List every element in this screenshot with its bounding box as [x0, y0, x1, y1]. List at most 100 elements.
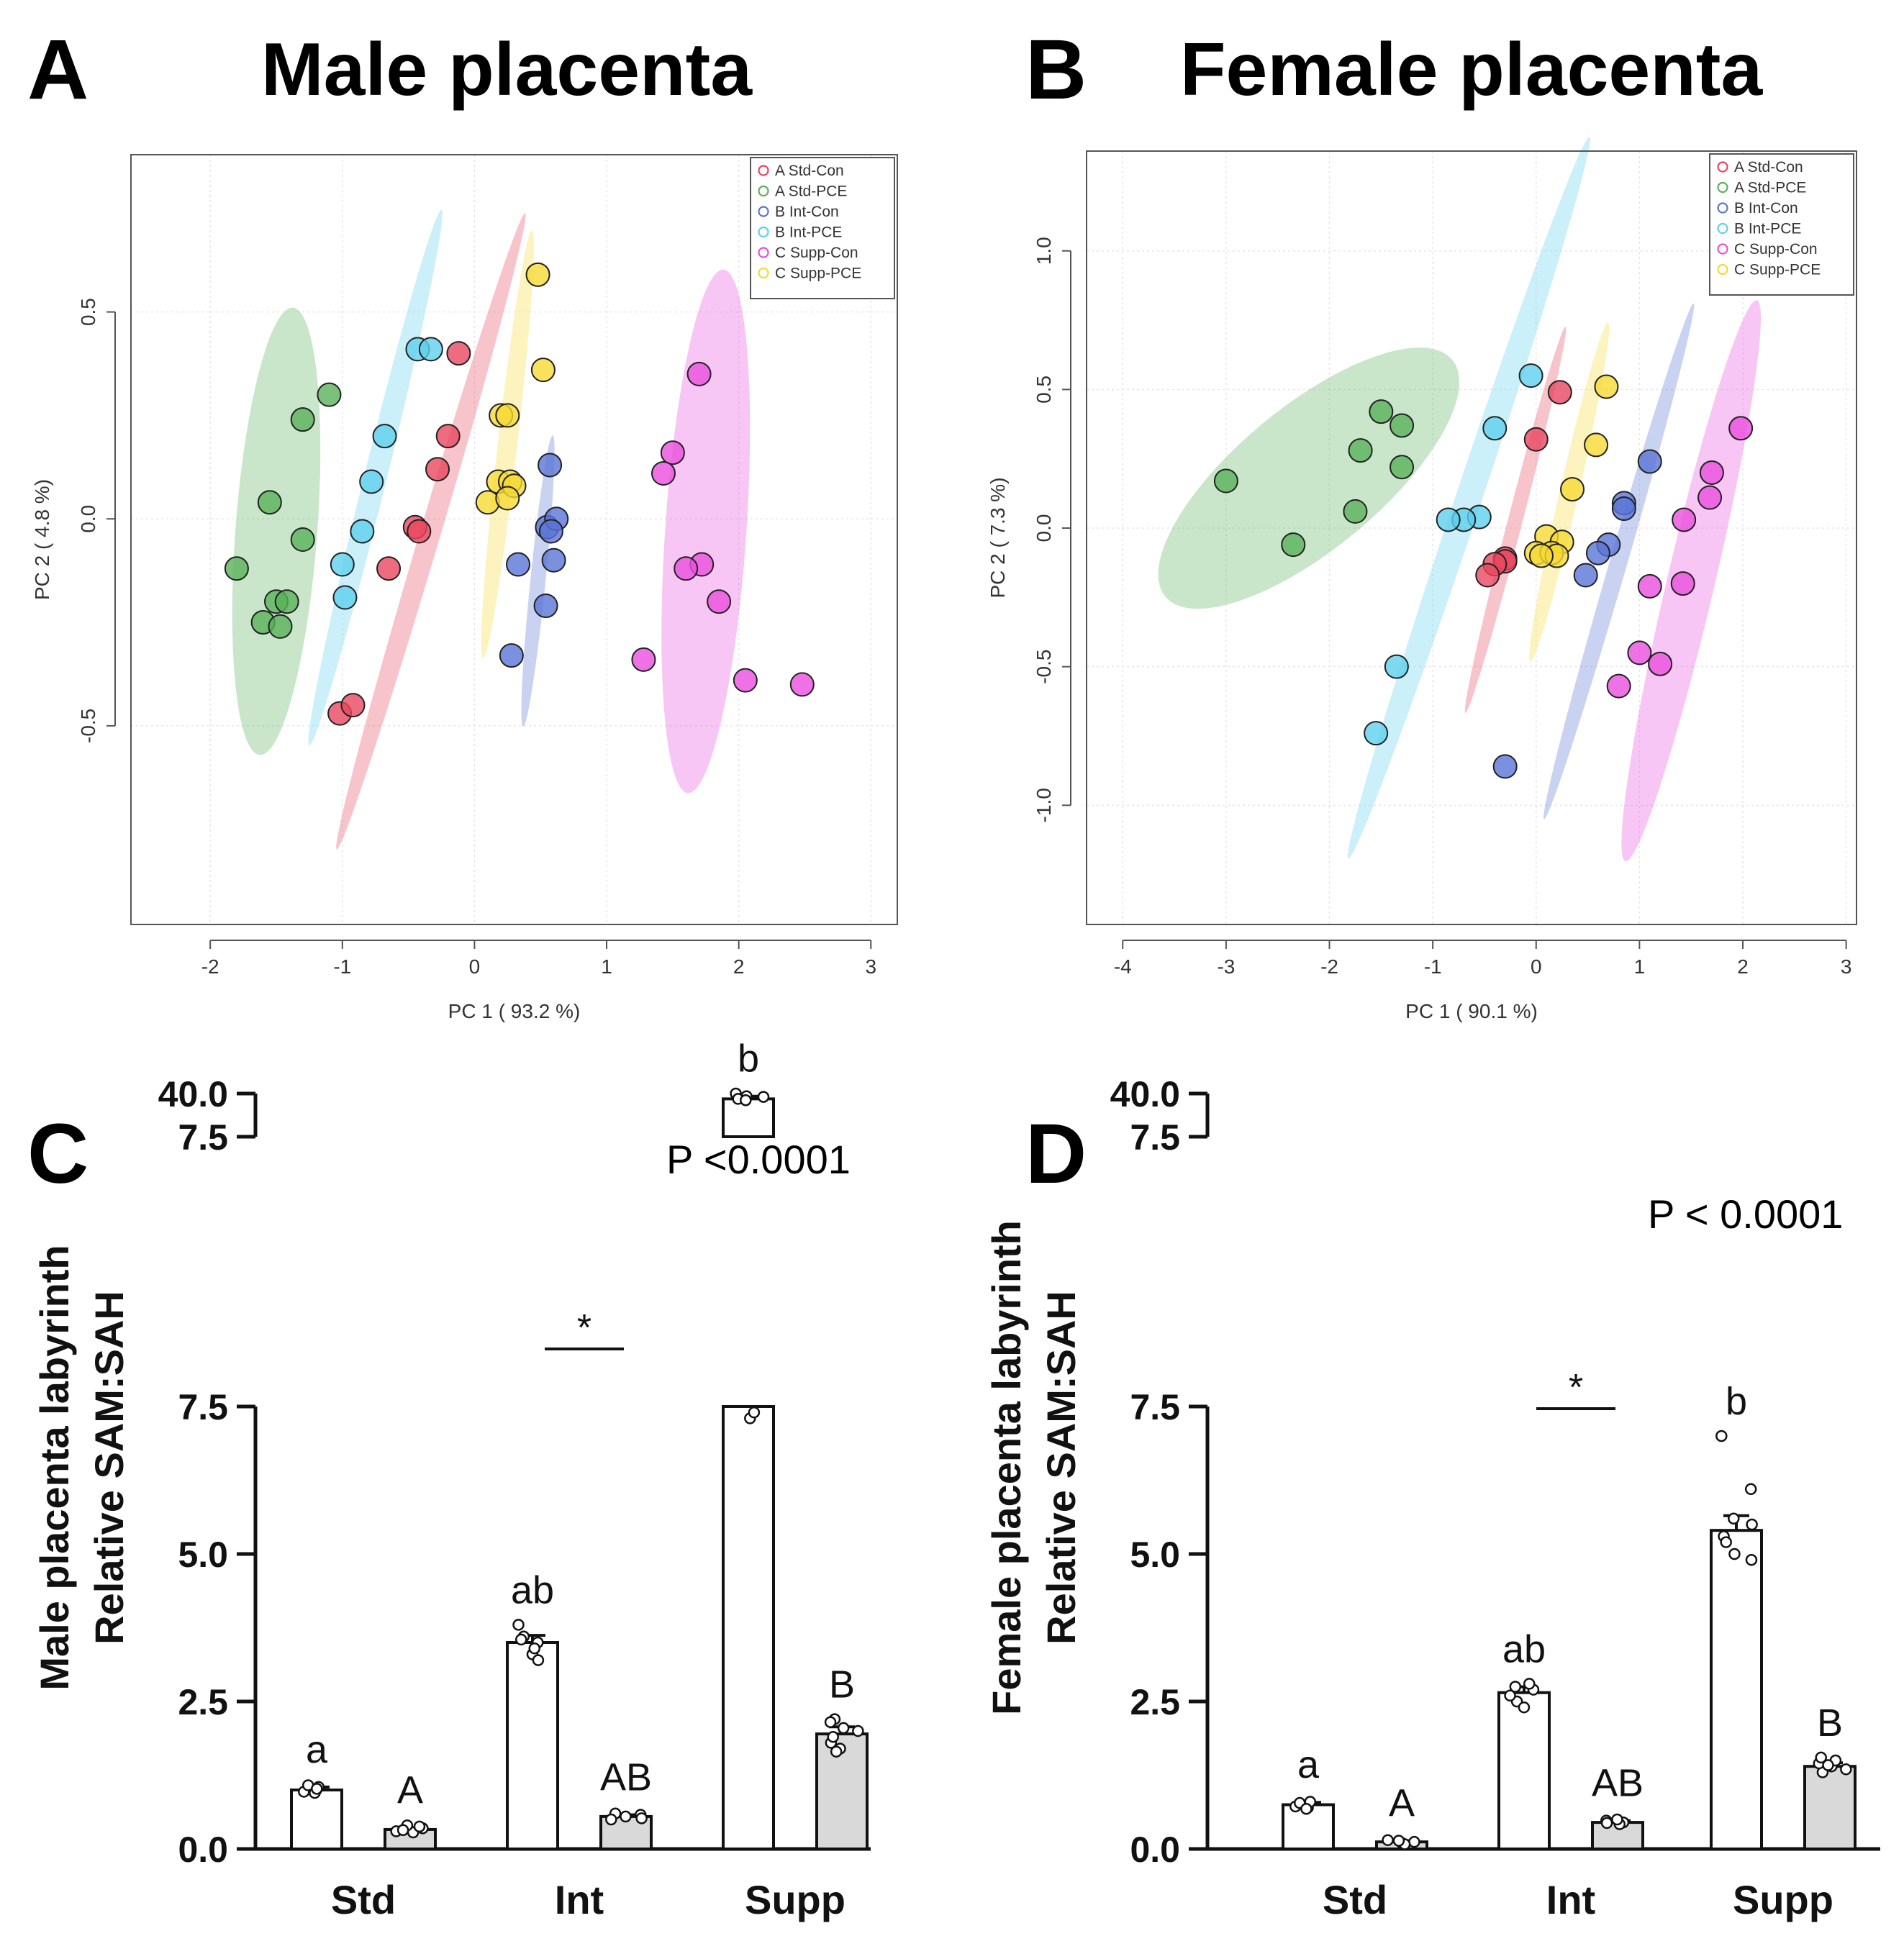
point-b-int-pce	[1364, 721, 1389, 746]
legend-marker-b-int-con	[1717, 202, 1728, 214]
point-a-std-pce	[1281, 532, 1306, 558]
legend-label-a-std-con: A Std-Con	[775, 163, 844, 179]
data-point	[532, 1654, 545, 1666]
point-b-int-pce	[350, 519, 375, 544]
bar-int-con	[1497, 1691, 1551, 1851]
y-tick-label: 0.0	[178, 1830, 228, 1870]
ellipse-b-int-con	[1543, 303, 1695, 819]
point-b-int-con	[499, 643, 524, 668]
point-a-std-pce	[1343, 499, 1368, 524]
panel-letter-c: C	[27, 1106, 89, 1201]
significance-letter: B	[1817, 1701, 1843, 1745]
y-axis-title: PC 2 ( 4.8 %)	[31, 479, 53, 600]
point-c-supp-con	[1697, 485, 1723, 510]
plot-frame	[1086, 150, 1857, 925]
point-a-std-con	[1547, 380, 1572, 405]
data-point	[1300, 1802, 1313, 1815]
bar-supp-con-upper	[722, 1097, 775, 1138]
point-c-supp-pce	[525, 262, 550, 287]
point-b-int-con	[1585, 540, 1610, 565]
y-tick-label: 2.5	[1130, 1682, 1180, 1722]
point-a-std-pce	[274, 589, 299, 614]
legend-box	[750, 157, 895, 299]
pca-plot-male: -2 -1 0 1 2 3 PC 1 ( 93.2 %) -0.5 0.0 0.5 PC 2 ( 4…	[31, 154, 898, 1022]
point-c-supp-pce	[1594, 374, 1619, 399]
x-tick-label: 0	[1531, 955, 1542, 978]
p-value-d: P < 0.0001	[1648, 1191, 1844, 1237]
y-tick-label: 2.5	[178, 1682, 228, 1722]
point-b-int-pce	[330, 552, 355, 577]
y-axis-title: Relative SAM:SAH	[1038, 1291, 1084, 1645]
y-axis-title: Male placenta labyrinth	[32, 1245, 77, 1690]
legend-label-c-supp-pce: C Supp-PCE	[1734, 262, 1821, 278]
data-point	[827, 1730, 839, 1743]
data-point	[1815, 1751, 1827, 1764]
point-a-std-con	[376, 556, 402, 581]
ellipse-c-supp-con	[661, 269, 751, 794]
point-c-supp-pce	[530, 358, 556, 383]
data-point	[1392, 1835, 1405, 1847]
point-a-std-pce	[257, 490, 282, 515]
y-tick-label: 7.5	[178, 1387, 228, 1427]
point-a-std-pce	[224, 556, 249, 581]
point-b-int-pce	[1436, 507, 1461, 532]
legend-marker-c-supp-con	[1717, 243, 1728, 255]
p-value-c: P <0.0001	[666, 1137, 851, 1182]
point-b-int-con	[1637, 449, 1662, 474]
point-c-supp-con	[686, 361, 712, 386]
x-tick-label: -2	[1320, 955, 1338, 978]
panel-title-b: Female placenta	[1180, 28, 1763, 112]
data-point	[620, 1810, 632, 1823]
x-tick-label: -1	[333, 955, 351, 978]
legend-label-b-int-con: B Int-Con	[775, 204, 839, 220]
data-point	[757, 1091, 770, 1103]
point-c-supp-con	[650, 460, 676, 486]
x-tick-label: 2	[733, 955, 745, 978]
point-b-int-con	[541, 547, 566, 573]
ellipse-a-std-con	[1464, 327, 1567, 713]
data-point	[1746, 1518, 1758, 1531]
point-c-supp-con	[707, 589, 732, 614]
y-tick-label: 0.0	[77, 505, 99, 533]
significance-letter: ab	[511, 1568, 554, 1612]
y-tick-label: 0.0	[1130, 1830, 1180, 1870]
data-point	[1382, 1834, 1394, 1846]
y-tick-label: 5.0	[1130, 1535, 1180, 1575]
point-b-int-pce	[359, 469, 384, 494]
data-point	[1504, 1689, 1516, 1702]
point-c-supp-pce	[1528, 543, 1554, 568]
point-a-std-pce	[290, 407, 315, 432]
point-a-std-pce	[1390, 413, 1415, 438]
legend-label-a-std-con: A Std-Con	[1734, 159, 1803, 176]
bar-std-con	[290, 1789, 343, 1850]
x-tick-label: 2	[1737, 955, 1749, 978]
x-tick-label: -3	[1217, 955, 1235, 978]
point-c-supp-con	[674, 556, 699, 581]
data-point	[1745, 1553, 1758, 1566]
x-tick-label-int: Int	[555, 1877, 604, 1922]
panel-title-a: Male placenta	[261, 28, 753, 112]
point-a-std-con	[340, 693, 366, 718]
significance-letter: AB	[1592, 1762, 1644, 1805]
data-point	[1720, 1536, 1732, 1548]
point-c-supp-con	[1670, 571, 1695, 596]
x-tick-label: -2	[201, 955, 219, 978]
legend-marker-b-int-pce	[1717, 222, 1728, 235]
point-a-std-con	[435, 424, 461, 449]
significance-letter: ab	[1502, 1627, 1546, 1671]
data-point	[1715, 1430, 1728, 1442]
y-tick-label: 7.5	[1130, 1387, 1180, 1427]
point-c-supp-con	[1637, 573, 1662, 599]
ellipse-b-int-pce	[1347, 137, 1590, 859]
legend-marker-c-supp-pce	[1717, 263, 1728, 276]
point-a-std-con	[407, 519, 432, 544]
y-axis-title: Relative SAM:SAH	[86, 1291, 132, 1645]
x-tick-label: 1	[1634, 955, 1646, 978]
x-tick-label: 3	[865, 955, 876, 978]
data-point	[837, 1722, 850, 1735]
point-c-supp-pce	[475, 490, 500, 515]
data-point	[605, 1813, 617, 1826]
legend-marker-c-supp-con	[758, 247, 769, 258]
significance-letter: A	[397, 1768, 423, 1812]
